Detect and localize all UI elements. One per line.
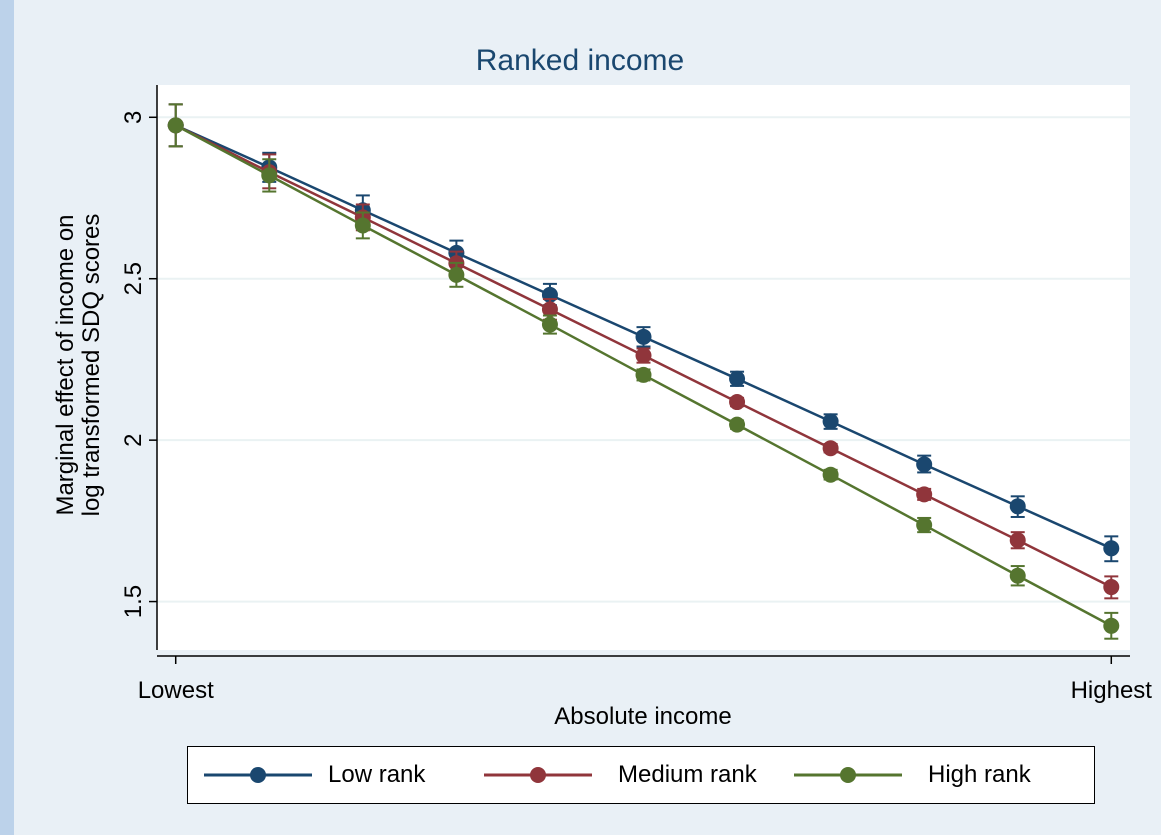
legend-label-high-rank: High rank: [928, 761, 1031, 788]
left-border-band: [0, 0, 14, 835]
legend: Low rank Medium rank High rank: [187, 746, 1095, 804]
y-tick-label: 3: [120, 111, 147, 124]
legend-label-low-rank: Low rank: [328, 761, 426, 788]
data-point-low-rank: [729, 370, 746, 387]
x-tick-label: Lowest: [138, 677, 214, 704]
data-point-high-rank: [541, 316, 558, 333]
series-layer: [167, 103, 1120, 640]
y-tick-label: 2.5: [120, 262, 147, 295]
data-point-medium-rank: [822, 440, 839, 457]
y-tick-label: 2: [120, 433, 147, 446]
data-point-medium-rank: [1009, 532, 1026, 549]
data-point-high-rank: [1009, 567, 1026, 584]
axes: 1.5 2 2.5 3 Lowest Highest: [120, 85, 1152, 704]
y-axis-label-line-1: Marginal effect of income on: [52, 214, 79, 515]
data-point-low-rank: [1009, 498, 1026, 515]
data-point-high-rank: [822, 466, 839, 483]
chart-title: Ranked income: [476, 44, 684, 77]
data-point-medium-rank: [916, 486, 933, 503]
data-point-high-rank: [635, 366, 652, 383]
data-point-low-rank: [916, 456, 933, 473]
legend-marker-high-rank-icon: [794, 767, 902, 783]
data-point-low-rank: [822, 413, 839, 430]
data-point-high-rank: [448, 266, 465, 283]
data-point-medium-rank: [541, 301, 558, 318]
data-point-high-rank: [1103, 617, 1120, 634]
legend-marker-low-rank-icon: [204, 767, 312, 783]
x-tick-label: Highest: [1071, 677, 1153, 704]
data-point-high-rank: [354, 217, 371, 234]
data-point-medium-rank: [635, 347, 652, 364]
data-point-high-rank: [167, 117, 184, 134]
data-point-high-rank: [261, 167, 278, 184]
data-point-medium-rank: [729, 394, 746, 411]
y-axis-label-line-2: log transformed SDQ scores: [78, 214, 105, 517]
data-point-low-rank: [635, 328, 652, 345]
data-point-high-rank: [916, 517, 933, 534]
data-point-medium-rank: [1103, 579, 1120, 596]
data-point-low-rank: [1103, 540, 1120, 557]
x-axis-label: Absolute income: [554, 703, 731, 730]
y-tick-label: 1.5: [120, 585, 147, 618]
gridlines: [157, 116, 1130, 603]
series-high-rank: [167, 103, 1120, 640]
data-point-high-rank: [729, 416, 746, 433]
legend-label-medium-rank: Medium rank: [618, 761, 757, 788]
legend-marker-medium-rank-icon: [484, 767, 592, 783]
